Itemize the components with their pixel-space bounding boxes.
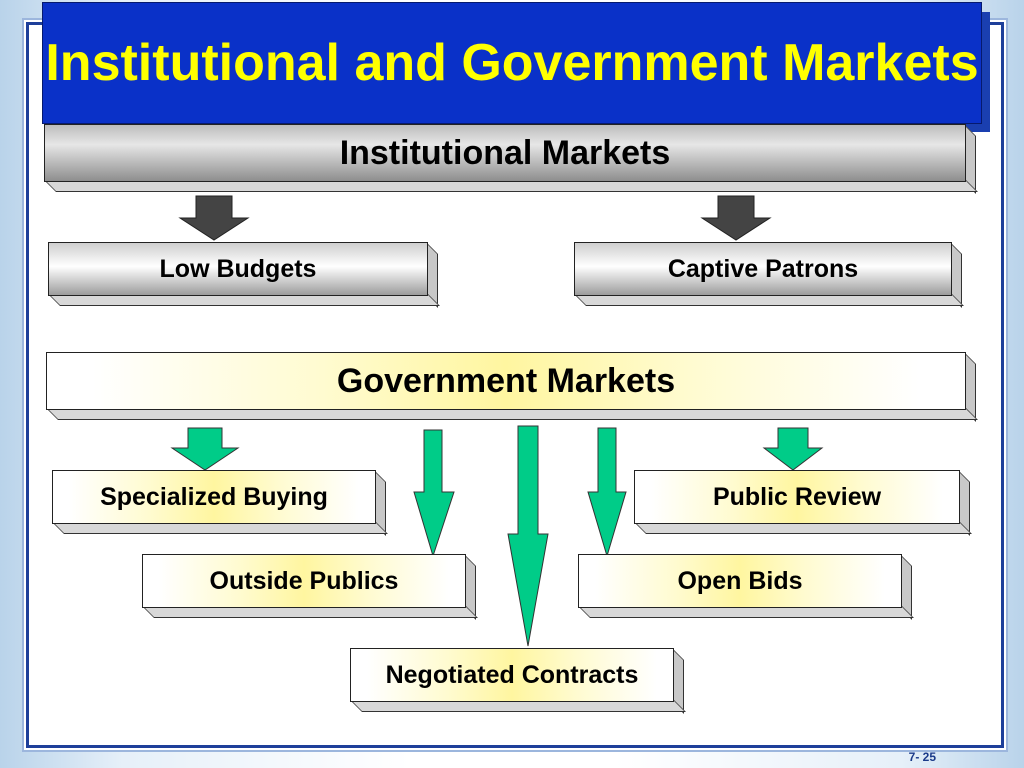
arrow-to-open-bids — [587, 427, 627, 558]
negotiated-contracts-box: Negotiated Contracts — [350, 648, 686, 714]
open-bids-label: Open Bids — [578, 554, 902, 608]
public-review-box: Public Review — [634, 470, 972, 536]
negotiated-contracts-label: Negotiated Contracts — [350, 648, 674, 702]
low-budgets-label: Low Budgets — [48, 242, 428, 296]
arrow-to-captive-patrons — [700, 195, 772, 241]
arrow-to-low-budgets — [178, 195, 250, 241]
government-markets-label: Government Markets — [46, 352, 966, 410]
outside-publics-label: Outside Publics — [142, 554, 466, 608]
slide-title: Institutional and Government Markets — [42, 2, 982, 124]
outside-publics-box: Outside Publics — [142, 554, 478, 620]
institutional-markets-box: Institutional Markets — [44, 124, 978, 194]
captive-patrons-box: Captive Patrons — [574, 242, 964, 308]
captive-patrons-label: Captive Patrons — [574, 242, 952, 296]
institutional-markets-label: Institutional Markets — [44, 124, 966, 182]
specialized-buying-box: Specialized Buying — [52, 470, 388, 536]
arrow-to-public-review — [762, 427, 824, 471]
government-markets-box: Government Markets — [46, 352, 978, 422]
open-bids-box: Open Bids — [578, 554, 914, 620]
slide-title-text: Institutional and Government Markets — [45, 34, 979, 92]
low-budgets-box: Low Budgets — [48, 242, 440, 308]
page-number: 7- 25 — [908, 750, 936, 764]
public-review-label: Public Review — [634, 470, 960, 524]
arrow-to-specialized-buying — [170, 427, 240, 471]
specialized-buying-label: Specialized Buying — [52, 470, 376, 524]
arrow-to-negotiated-contracts — [507, 425, 549, 647]
arrow-to-outside-publics — [413, 429, 455, 558]
